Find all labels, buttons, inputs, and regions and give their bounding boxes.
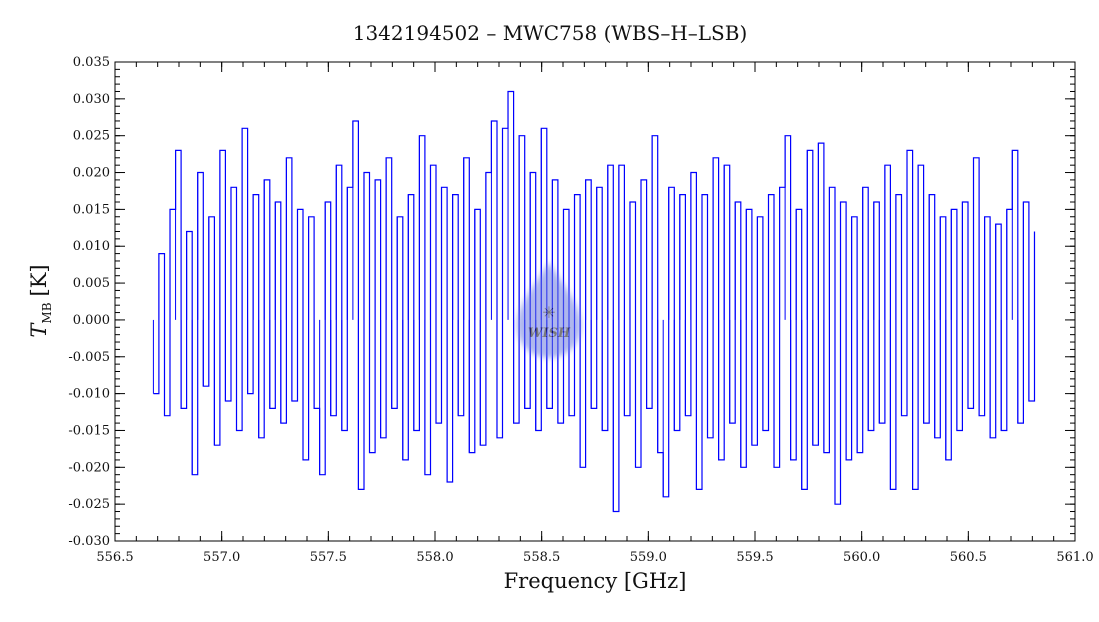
x-tick-label: 560.5 xyxy=(950,550,987,565)
y-tick-label: -0.025 xyxy=(68,497,110,512)
y-tick-label: 0.030 xyxy=(73,92,110,107)
drop-icon xyxy=(517,262,581,358)
svg-text:TMB[K]: TMB [K] xyxy=(27,264,54,337)
y-tick-label: -0.005 xyxy=(68,350,110,365)
y-label-symbol: T xyxy=(27,322,51,338)
axes: 556.5 557.0 557.5 558.0 558.5 559.0 559.5 560.0… xyxy=(68,55,1093,565)
spectrum-series-line xyxy=(153,90,1036,513)
y-tick-label: -0.020 xyxy=(68,460,110,475)
y-tick-label: 0.000 xyxy=(73,313,110,328)
y-tick-label: -0.010 xyxy=(68,387,110,402)
y-label-unit: [K] xyxy=(27,264,51,296)
wish-logo-watermark: ✳ WISH xyxy=(517,262,581,358)
star-icon: ✳ xyxy=(542,303,555,322)
y-tick-label: 0.020 xyxy=(73,166,110,181)
x-tick-label: 557.5 xyxy=(310,550,347,565)
chart-title: 1342194502 – MWC758 (WBS–H–LSB) xyxy=(353,21,748,45)
x-tick-label: 556.5 xyxy=(96,550,133,565)
y-tick-label: 0.005 xyxy=(73,276,110,291)
watermark-text: WISH xyxy=(528,326,571,341)
plot-area xyxy=(152,90,1036,513)
x-axis-label: Frequency [GHz] xyxy=(504,569,687,593)
x-tick-label: 557.0 xyxy=(203,550,240,565)
y-tick-label: 0.015 xyxy=(73,202,110,217)
y-axis-label: TMB [K] xyxy=(27,264,54,337)
x-tick-label: 558.5 xyxy=(523,550,560,565)
y-tick-label: 0.010 xyxy=(73,239,110,254)
y-tick-label: -0.030 xyxy=(68,534,110,549)
x-tick-label: 560.0 xyxy=(843,550,880,565)
x-tick-label: 561.0 xyxy=(1056,550,1093,565)
x-tick-label: 559.0 xyxy=(630,550,667,565)
x-tick-label: 559.5 xyxy=(736,550,773,565)
y-tick-label: 0.035 xyxy=(73,55,110,70)
y-label-subscript: MB xyxy=(40,302,54,323)
y-tick-label: 0.025 xyxy=(73,129,110,144)
plot-frame xyxy=(114,61,1076,542)
x-tick-label: 558.0 xyxy=(416,550,453,565)
y-tick-label: -0.015 xyxy=(68,423,110,438)
